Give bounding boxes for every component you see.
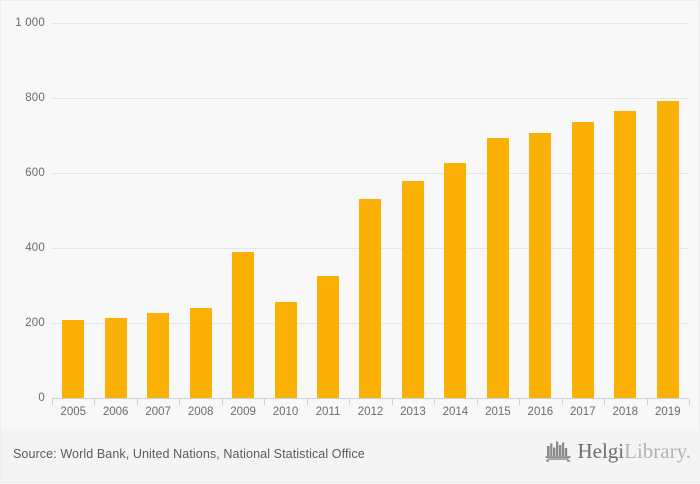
logo-text-library: Library [624,438,686,463]
y-axis-tick-label: 200 [25,317,45,329]
bar-rect[interactable] [656,101,679,398]
x-axis-tick [52,399,53,405]
bar-2014[interactable] [434,1,476,398]
x-axis-tick [604,399,606,405]
logo-wordmark: HelgiLibrary. [577,438,691,463]
y-axis-tick-label: 0 [38,392,45,404]
bar-rect[interactable] [529,132,552,398]
x-axis-tick-label: 2015 [485,406,511,418]
x-axis-tick-label: 2009 [230,406,256,418]
bar-2006[interactable] [94,1,136,398]
x-axis-tick [264,399,266,405]
bar-2005[interactable] [52,1,94,398]
bar-2012[interactable] [349,1,391,398]
x-axis-tick [689,399,690,405]
x-axis-tick-label: 2016 [527,406,554,418]
chart-footer: Source: World Bank, United Nations, Nati… [1,428,700,482]
bar-2018[interactable] [604,1,646,398]
x-axis-tick-label: 2014 [442,406,469,418]
bar-2010[interactable] [264,1,306,398]
bar-rect[interactable] [62,319,85,398]
logo-text-dot: . [685,438,691,463]
x-axis-tick [561,399,563,405]
bar-rect[interactable] [274,302,297,398]
x-axis-tick [136,399,138,405]
y-axis-tick-label: 400 [25,242,45,254]
x-axis-tick-label: 2010 [272,406,299,418]
x-axis-tick-label: 2013 [400,406,426,418]
x-axis-tick [179,399,181,405]
x-axis-tick-label: 2017 [570,406,596,418]
bar-2015[interactable] [477,1,519,398]
gridline-600 [52,173,689,174]
x-axis-tick-label: 2005 [60,406,87,418]
x-axis-tick [306,399,308,405]
x-axis-tick-label: 2018 [612,406,639,418]
bar-rect[interactable] [189,307,212,398]
bar-2009[interactable] [222,1,264,398]
x-axis-tick [434,399,436,405]
library-books-icon [545,441,571,462]
x-axis-tick-label: 2006 [102,406,129,418]
x-axis-tick-label: 2011 [315,406,341,418]
x-axis-tick [391,399,393,405]
bar-2008[interactable] [179,1,221,398]
bar-rect[interactable] [401,180,424,398]
bar-rect[interactable] [104,317,127,398]
bar-2016[interactable] [519,1,561,398]
bar-rect[interactable] [444,162,467,398]
logo-text-helgi: Helgi [577,438,625,463]
x-axis-tick-label: 2019 [654,406,681,418]
y-axis: 1 000 800 600 400 200 0 [1,1,45,484]
bar-rect[interactable] [486,138,509,398]
bar-series [52,1,689,398]
bar-2007[interactable] [137,1,179,398]
bar-2011[interactable] [307,1,349,398]
bar-2013[interactable] [392,1,434,398]
bar-rect[interactable] [614,111,637,398]
bar-2017[interactable] [562,1,604,398]
y-axis-tick-label: 800 [25,92,45,104]
bar-rect[interactable] [571,122,594,398]
x-axis-tick-label: 2007 [145,406,171,418]
bar-2019[interactable] [647,1,689,398]
x-axis-tick [221,399,223,405]
bar-rect[interactable] [317,275,340,398]
y-axis-tick-label: 1 000 [15,17,45,29]
x-axis-tick [94,399,96,405]
y-axis-tick-label: 600 [25,167,45,179]
x-axis-tick [349,399,351,405]
helgi-library-logo[interactable]: HelgiLibrary. [545,440,691,462]
bar-rect[interactable] [232,251,255,398]
x-axis-tick [519,399,521,405]
x-axis-tick-label: 2008 [187,406,214,418]
x-axis-tick [476,399,478,405]
x-axis-tick [646,399,648,405]
x-axis-line [52,398,689,399]
source-note: Source: World Bank, United Nations, Nati… [13,447,365,461]
x-axis-tick-label: 2012 [357,406,384,418]
gridline-1000 [52,23,689,24]
gridline-800 [52,98,689,99]
bar-rect[interactable] [147,313,170,398]
bar-rect[interactable] [359,198,382,398]
